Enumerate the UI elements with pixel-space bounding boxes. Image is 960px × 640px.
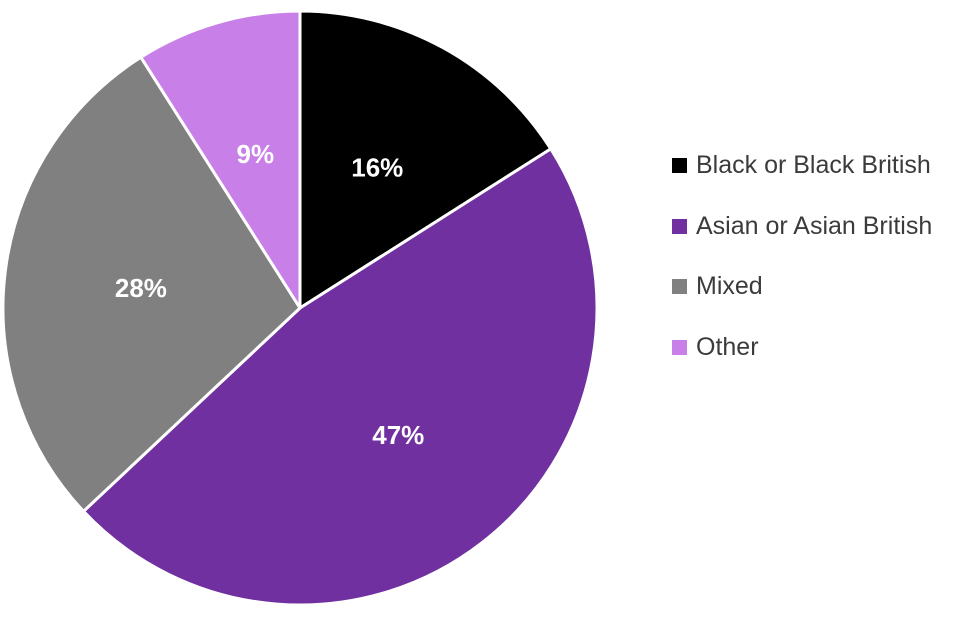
legend-swatch xyxy=(672,279,687,295)
slice-label: 28% xyxy=(115,273,167,303)
slice-label: 47% xyxy=(372,420,424,450)
pie-slice xyxy=(298,9,553,310)
pie-chart: 16% 47% 28% 9% xyxy=(1,9,599,607)
legend-label: Mixed xyxy=(696,272,763,300)
legend-item: Mixed xyxy=(672,272,932,301)
pie-slice xyxy=(1,55,302,513)
legend-swatch xyxy=(672,339,687,355)
pie-slice xyxy=(139,9,302,310)
legend-label: Other xyxy=(696,332,759,361)
legend-swatch xyxy=(672,158,687,174)
legend-label: Black or Black British xyxy=(696,151,931,179)
chart-legend: Black or Black British Asian or Asian Bri… xyxy=(672,151,933,394)
pie-slice xyxy=(82,147,599,607)
slice-label: 9% xyxy=(237,139,275,169)
legend-item: Other xyxy=(672,332,932,362)
legend-item: Asian or Asian British xyxy=(672,211,933,241)
legend-swatch xyxy=(672,218,687,234)
legend-label: Asian or Asian British xyxy=(696,211,933,240)
slice-label: 16% xyxy=(351,153,403,183)
legend-item: Black or Black British xyxy=(672,151,932,180)
